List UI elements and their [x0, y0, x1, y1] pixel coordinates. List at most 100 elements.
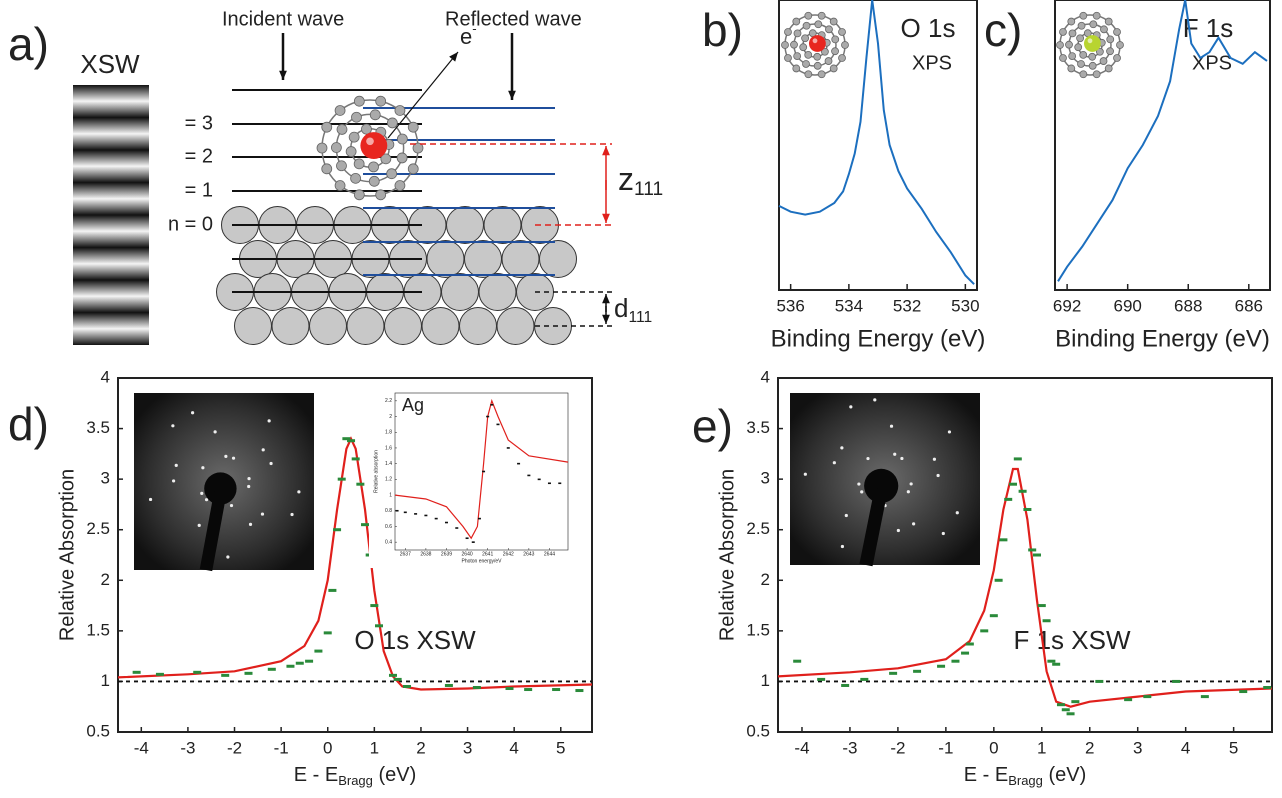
- substrate-atom: [483, 206, 522, 244]
- data-point: [889, 671, 898, 675]
- cage-atom: [1096, 47, 1104, 56]
- cage-atom: [1076, 34, 1084, 43]
- cage-atom: [394, 180, 406, 191]
- data-point: [1013, 457, 1022, 461]
- cage-atom: [825, 25, 833, 34]
- data-point: [337, 477, 346, 481]
- y-tick-label: 1.5: [86, 620, 110, 639]
- leed-spot: [172, 479, 176, 483]
- cage-atom: [1100, 25, 1108, 34]
- cage-atom: [829, 17, 838, 26]
- label: z111: [618, 161, 663, 200]
- cage-atom: [817, 70, 826, 79]
- cage-atom: [336, 160, 347, 172]
- substrate-atom: [234, 307, 272, 345]
- cage-atom: [331, 142, 342, 153]
- x-tick-label: 686: [1235, 296, 1263, 315]
- y-tick-label: 3: [761, 469, 770, 488]
- substrate-atom: [496, 307, 535, 345]
- cage-atom: [1059, 28, 1067, 36]
- leed-spot: [260, 512, 265, 516]
- y-tick-label: 1.6: [385, 445, 392, 451]
- cage-atom: [1092, 70, 1101, 79]
- x-tick-label: -4: [134, 738, 149, 757]
- panel-label: b): [702, 4, 743, 56]
- spectrum: [778, 0, 975, 285]
- data-point: [403, 511, 407, 514]
- data-point: [244, 671, 253, 675]
- leed-spot: [941, 531, 945, 536]
- data-point: [132, 670, 141, 674]
- data-point: [1028, 548, 1037, 552]
- arrow-head: [279, 70, 287, 80]
- data-point: [1023, 507, 1032, 511]
- y-axis-label: Relative Absorption: [716, 469, 738, 641]
- y-tick-label: 1.4: [385, 461, 392, 467]
- leed-spot: [936, 473, 940, 478]
- cage-atom: [348, 131, 360, 143]
- cage-atom: [1067, 64, 1076, 73]
- data-point: [295, 661, 304, 665]
- data-point: [537, 478, 541, 481]
- substrate-atom: [446, 206, 484, 244]
- y-tick-label: 1: [761, 671, 770, 690]
- data-point: [424, 514, 428, 517]
- data-point: [558, 482, 562, 485]
- label-superscript: -: [472, 21, 476, 36]
- label-main: e: [460, 24, 472, 49]
- x-axis-label: E - EBragg (eV): [294, 764, 417, 788]
- data-point: [1018, 489, 1027, 493]
- cage-atom: [838, 54, 846, 62]
- data-point: [506, 447, 510, 449]
- atom-highlight: [366, 137, 374, 146]
- cage-atom: [386, 117, 398, 129]
- cage-atom: [792, 64, 801, 73]
- cage-atom: [321, 121, 333, 133]
- plot-frame: [777, 377, 1273, 733]
- data-point: [961, 651, 970, 655]
- data-point: [286, 664, 295, 668]
- y-tick-label: 1.8: [385, 430, 392, 436]
- data-point: [989, 614, 998, 618]
- x-axis-label: Photon energy/eV: [461, 558, 502, 564]
- data-point: [527, 474, 531, 477]
- data-point: [486, 415, 490, 418]
- leed-spot: [297, 490, 301, 494]
- data-point: [370, 604, 379, 608]
- fullerene: [316, 95, 424, 201]
- y-tick-label: 0.5: [746, 721, 770, 740]
- standing-wave: [73, 85, 149, 345]
- x-tick-label: -1: [938, 738, 953, 757]
- data-point: [323, 631, 332, 635]
- substrate-atom: [501, 240, 540, 278]
- atom-highlight: [812, 38, 818, 44]
- order-label: = 2: [185, 145, 213, 167]
- order-label: = 1: [185, 179, 213, 201]
- data-point: [347, 439, 356, 443]
- y-axis-label: Relative Absorption: [56, 469, 78, 641]
- data-point: [375, 624, 384, 628]
- x-tick-label: 0: [323, 738, 332, 757]
- cage-atom: [804, 70, 813, 79]
- x-axis-label: E - EBragg (eV): [964, 764, 1087, 788]
- cage-atom: [799, 43, 808, 52]
- data-point: [444, 683, 453, 687]
- data-point: [1004, 497, 1013, 501]
- leed-spot: [174, 463, 178, 467]
- y-tick-label: 4: [101, 367, 110, 386]
- x-tick-label: 4: [509, 738, 518, 757]
- leed-spot: [893, 452, 897, 456]
- cage-atom: [824, 57, 833, 65]
- cage-atom: [375, 189, 387, 201]
- x-tick-label: 2638: [420, 551, 431, 557]
- cage-atom: [802, 60, 810, 68]
- y-tick-label: 2.2: [385, 398, 392, 404]
- substrate-atom: [426, 240, 465, 278]
- leed-spot: [844, 513, 848, 518]
- endohedral-atom: [809, 35, 826, 52]
- cage-atom: [801, 34, 809, 43]
- substrate-atom: [271, 307, 310, 345]
- data-point: [482, 470, 486, 473]
- x-label-sub: Bragg: [338, 773, 373, 788]
- leed-gun: [864, 468, 899, 503]
